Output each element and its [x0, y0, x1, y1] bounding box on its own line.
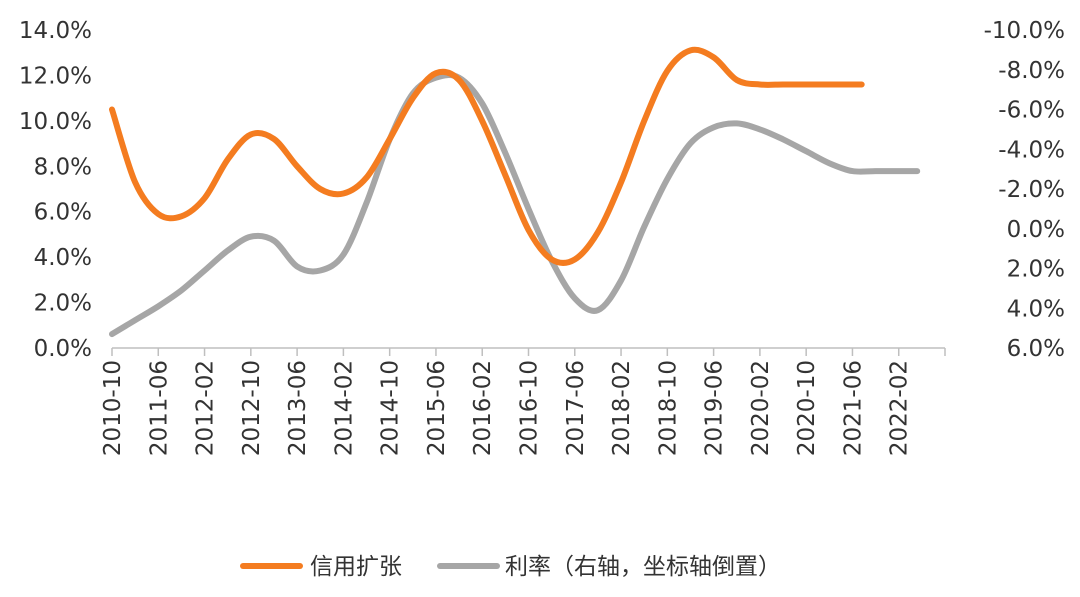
series-layer: [109, 46, 921, 338]
x-tick-label: 2014-10: [378, 360, 404, 456]
x-tick-label: 2017-06: [563, 360, 589, 456]
y-left-tick-label: 14.0%: [19, 18, 92, 44]
x-tick-label: 2020-02: [748, 360, 774, 456]
x-tick-label: 2012-02: [193, 360, 219, 456]
y-left-tick-label: 2.0%: [34, 291, 92, 317]
x-tick-label: 2019-06: [702, 360, 728, 456]
x-tick-label: 2022-02: [887, 360, 913, 456]
x-tick-label: 2013-06: [285, 360, 311, 456]
series-line-credit-expansion: [109, 46, 865, 266]
x-tick-label: 2016-10: [517, 360, 543, 456]
x-tick-label: 2021-06: [840, 360, 866, 456]
y-left-tick-label: 10.0%: [19, 109, 92, 135]
y-right-tick-label: -10.0%: [984, 18, 1065, 44]
y-left-tick-label: 12.0%: [19, 63, 92, 89]
x-tick-label: 2010-10: [100, 360, 126, 456]
y-right-tick-label: 0.0%: [1007, 217, 1065, 243]
chart-axes: 2010-10 2011-06 2012-02 2012-10 2013-06 2014-…: [19, 18, 1065, 456]
x-tick-label: 2014-02: [331, 360, 357, 456]
x-tick-label: 2015-06: [424, 360, 450, 456]
x-tick-label: 2016-02: [470, 360, 496, 456]
x-tick-label: 2018-02: [609, 360, 635, 456]
legend-label-credit-expansion: 信用扩张: [310, 554, 402, 580]
x-tick-label: 2018-10: [655, 360, 681, 456]
y-right-tick-label: 4.0%: [1007, 296, 1065, 322]
y-right-tick-label: -8.0%: [998, 58, 1065, 84]
y-left-tick-label: 4.0%: [34, 245, 92, 271]
y-left-tick-label: 8.0%: [34, 154, 92, 180]
legend-label-interest-rate: 利率（右轴，坐标轴倒置）: [505, 554, 781, 580]
y-right-tick-label: 2.0%: [1007, 257, 1065, 283]
y-left-tick-label: 6.0%: [34, 200, 92, 226]
y-right-tick-label: -4.0%: [998, 137, 1065, 163]
series-line-interest-rate: [109, 72, 921, 338]
x-tick-label: 2020-10: [794, 360, 820, 456]
y-left-tick-label: 0.0%: [34, 336, 92, 362]
x-tick-label: 2012-10: [239, 360, 265, 456]
chart-legend: 信用扩张 利率（右轴，坐标轴倒置）: [240, 554, 781, 580]
y-right-tick-label: 6.0%: [1007, 336, 1065, 362]
y-right-tick-label: -2.0%: [998, 177, 1065, 203]
y-right-tick-label: -6.0%: [998, 98, 1065, 124]
x-tick-label: 2011-06: [146, 360, 172, 456]
